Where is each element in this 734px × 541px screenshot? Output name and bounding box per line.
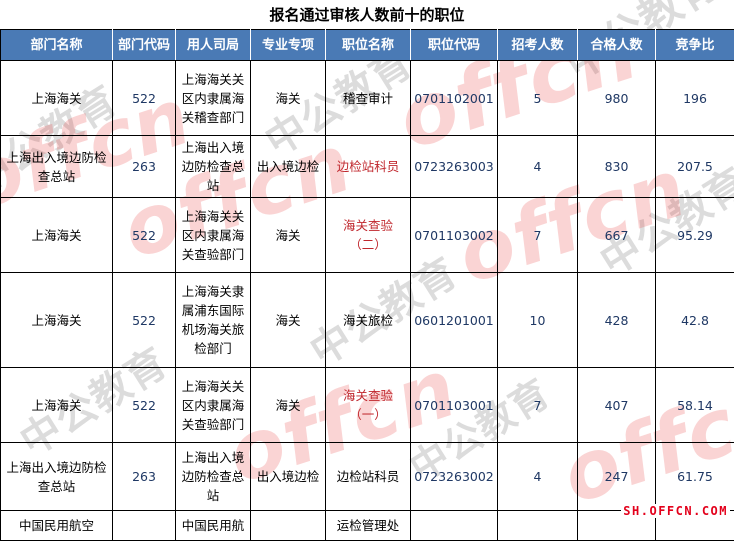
column-header-ratio: 竞争比: [656, 30, 734, 61]
cell-qualified: 980: [578, 61, 656, 136]
cell-position: 边检站科员: [326, 443, 411, 511]
cell-position-code: 0701103002: [411, 198, 498, 273]
cell-recruit: 10: [498, 273, 578, 368]
cell-bureau: 上海海关隶属浦东国际机场海关旅检部门: [176, 273, 251, 368]
cell-position: 运检管理处: [326, 511, 411, 541]
page-title: 报名通过审核人数前十的职位: [0, 4, 734, 26]
cell-position: 稽查审计: [326, 61, 411, 136]
cell-ratio: 42.8: [656, 273, 734, 368]
cell-position-code: 0701102001: [411, 61, 498, 136]
cell-dept-code: 522: [113, 273, 176, 368]
cell-specialty: 海关: [251, 198, 326, 273]
column-header-dept-code: 部门代码: [113, 30, 176, 61]
cell-position: 海关查验（二）: [326, 198, 411, 273]
cell-dept-code: 522: [113, 61, 176, 136]
cell-qualified: 830: [578, 136, 656, 198]
cell-recruit: 7: [498, 198, 578, 273]
column-header-qualified: 合格人数: [578, 30, 656, 61]
cell-bureau: 上海出入境边防检查总站: [176, 136, 251, 198]
cell-qualified: 667: [578, 198, 656, 273]
cell-specialty: 出入境边检: [251, 443, 326, 511]
cell-specialty: 海关: [251, 273, 326, 368]
column-header-specialty: 专业专项: [251, 30, 326, 61]
cell-specialty: 海关: [251, 368, 326, 443]
cell-department: 上海海关: [1, 368, 113, 443]
cell-ratio: 58.14: [656, 368, 734, 443]
cell-position-code: 0723263002: [411, 443, 498, 511]
cell-department: 上海海关: [1, 273, 113, 368]
cell-department: 上海海关: [1, 198, 113, 273]
cell-position: 海关旅检: [326, 273, 411, 368]
column-header-bureau: 用人司局: [176, 30, 251, 61]
cell-position-code: [411, 511, 498, 541]
cell-bureau: 上海海关关区内隶属海关稽查部门: [176, 61, 251, 136]
cell-department: 上海海关: [1, 61, 113, 136]
cell-bureau: 上海海关关区内隶属海关查验部门: [176, 368, 251, 443]
cell-position-code: 0601201001: [411, 273, 498, 368]
cell-dept-code: 522: [113, 198, 176, 273]
cell-position-code: 0701103001: [411, 368, 498, 443]
cell-bureau: 上海出入境边防检查总站: [176, 443, 251, 511]
cell-position: 海关查验（一）: [326, 368, 411, 443]
cell-department: 上海出入境边防检查总站: [1, 136, 113, 198]
cell-qualified: 407: [578, 368, 656, 443]
cell-specialty: [251, 511, 326, 541]
column-header-position: 职位名称: [326, 30, 411, 61]
cell-recruit: 7: [498, 368, 578, 443]
cell-bureau: 中国民用航: [176, 511, 251, 541]
cell-ratio: 207.5: [656, 136, 734, 198]
cell-bureau: 上海海关关区内隶属海关查验部门: [176, 198, 251, 273]
cell-specialty: 海关: [251, 61, 326, 136]
cell-specialty: 出入境边检: [251, 136, 326, 198]
cell-ratio: 95.29: [656, 198, 734, 273]
cell-ratio: 61.75: [656, 443, 734, 511]
table-header-row: 部门名称 部门代码 用人司局 专业专项 职位名称 职位代码 招考人数 合格人数 …: [1, 30, 734, 61]
cell-department: 中国民用航空: [1, 511, 113, 541]
cell-qualified: 247: [578, 443, 656, 511]
cell-dept-code: 522: [113, 368, 176, 443]
cell-qualified: 428: [578, 273, 656, 368]
cell-dept-code: 263: [113, 136, 176, 198]
cell-dept-code: [113, 511, 176, 541]
column-header-department: 部门名称: [1, 30, 113, 61]
cell-recruit: 4: [498, 443, 578, 511]
cell-dept-code: 263: [113, 443, 176, 511]
cell-position: 边检站科员: [326, 136, 411, 198]
positions-table: 部门名称 部门代码 用人司局 专业专项 职位名称 职位代码 招考人数 合格人数 …: [0, 29, 734, 541]
cell-position-code: 0723263003: [411, 136, 498, 198]
column-header-position-code: 职位代码: [411, 30, 498, 61]
cell-recruit: 5: [498, 61, 578, 136]
cell-recruit: 4: [498, 136, 578, 198]
cell-ratio: 196: [656, 61, 734, 136]
cell-department: 上海出入境边防检查总站: [1, 443, 113, 511]
cell-recruit: [498, 511, 578, 541]
column-header-recruit: 招考人数: [498, 30, 578, 61]
offcn-logo: SH.OFFCN.COM: [621, 504, 730, 518]
